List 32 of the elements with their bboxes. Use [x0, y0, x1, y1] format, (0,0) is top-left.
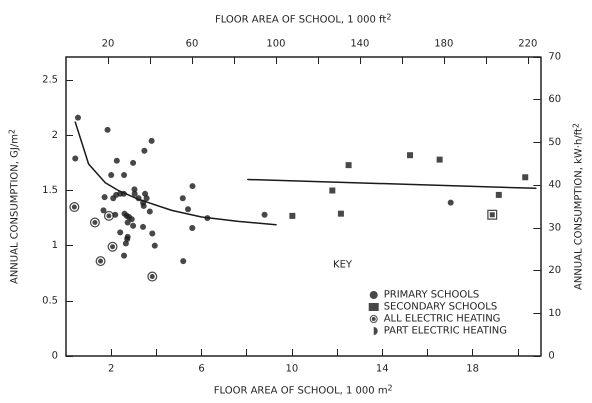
y-tick-label: 1	[52, 240, 58, 252]
y2-tick-label: 10	[548, 308, 562, 319]
y2-tick-label: 0	[548, 350, 555, 362]
x2-tick-label: 20	[102, 38, 114, 50]
y2-tick-label: 60	[548, 94, 562, 106]
x2-tick-label: 140	[350, 38, 370, 50]
y-tick-label: 1.5	[42, 185, 58, 196]
legend-label: PART ELECTRIC HEATING	[384, 326, 508, 336]
y-tick-label: 2	[52, 130, 58, 141]
x-tick-label: 6	[198, 364, 205, 374]
y-tick-label: 2.5	[42, 74, 58, 86]
legend-label: PRIMARY SCHOOLS	[384, 290, 480, 300]
x-tick-label: 14	[376, 364, 389, 374]
x-tick-label: 2	[108, 364, 114, 374]
y2-tick-label: 40	[548, 180, 562, 191]
legend-title: KEY	[333, 260, 353, 270]
y2-axis-title: ANNUAL CONSUMPTION, kW·h/ft2	[572, 122, 584, 290]
y2-tick-label: 50	[548, 136, 562, 148]
y2-tick-label: 20	[548, 265, 562, 276]
legend-label: ALL ELECTRIC HEATING	[384, 314, 500, 324]
x2-tick-label: 180	[434, 38, 454, 50]
legend-label: SECONDARY SCHOOLS	[384, 302, 498, 312]
x-tick-label: 18	[466, 364, 479, 374]
y-tick-label: 0.5	[42, 295, 58, 306]
x2-tick-label: 220	[518, 38, 538, 50]
x2-tick-label: 100	[266, 38, 286, 50]
y-tick-label: 0	[52, 350, 58, 362]
x-tick-label: 10	[286, 364, 298, 374]
y2-tick-label: 30	[548, 222, 562, 234]
y2-tick-label: 70	[548, 52, 562, 62]
y-axis-title: ANNUAL CONSUMPTION, GJ/m2	[8, 128, 20, 284]
x2-tick-label: 60	[186, 38, 198, 50]
